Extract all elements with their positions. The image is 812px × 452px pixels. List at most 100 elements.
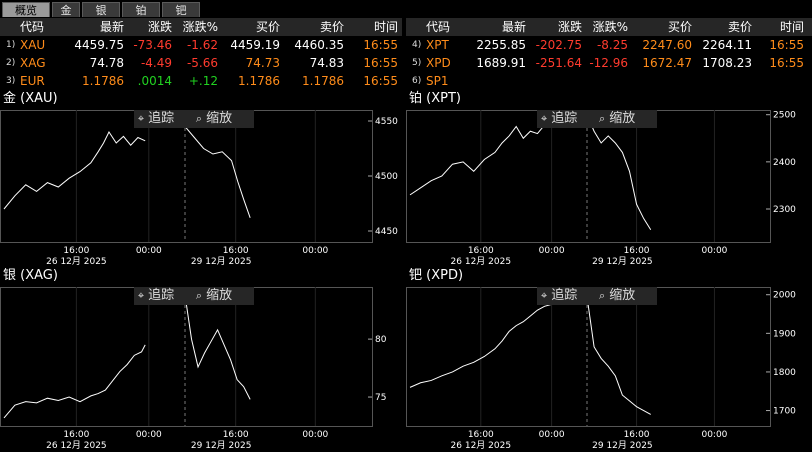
x-date-label: 29 12月 2025: [592, 256, 653, 267]
chart-panel-platinum[interactable]: 2500 2400 2300 16:00 00:00 16:00 00:00 26 12月 2…: [406, 108, 812, 268]
header-last[interactable]: 最新: [99, 20, 124, 34]
table-row[interactable]: 3) EUR 1.1786 .0014 +.12 1.1786 1.1786 16:55: [0, 72, 402, 90]
row-change-pct: -5.66: [186, 56, 218, 70]
x-tick-label: 00:00: [302, 246, 328, 256]
chart-toolbar: ⌖ 追踪 ⌕ 缩放: [133, 287, 254, 305]
magnifier-icon: ⌕: [195, 112, 203, 125]
quote-table-right: 代码 最新 涨跌 涨跌% 买价 卖价 时间 4) XPT 2255.85 -202.7…: [406, 18, 812, 90]
row-ask: 1.1786: [302, 74, 344, 88]
magnifier-icon: ⌕: [599, 112, 606, 125]
row-time: 16:55: [769, 56, 804, 70]
chart-title-palladium: 钯 (XPD): [409, 268, 464, 283]
row-change-pct: -1.62: [186, 38, 218, 52]
track-label: 追踪: [551, 111, 578, 126]
plot-frame: [406, 110, 771, 243]
row-bid: 1.1786: [238, 74, 280, 88]
header-code[interactable]: 代码: [426, 20, 451, 34]
tab-silver[interactable]: 银: [82, 2, 120, 17]
header-code[interactable]: 代码: [20, 20, 45, 34]
price-series-segment: [409, 121, 552, 196]
price-series-segment: [184, 126, 251, 218]
row-last: 74.78: [89, 56, 124, 70]
row-change-pct: [582, 72, 628, 90]
zoom-button[interactable]: ⌕ 缩放: [599, 287, 635, 305]
row-last: [472, 72, 526, 90]
header-ask[interactable]: 卖价: [727, 20, 752, 34]
row-symbol: XPD: [426, 56, 451, 70]
table-row[interactable]: 1) XAU 4459.75 -73.46 -1.62 4459.19 4460.35 16:…: [0, 36, 402, 54]
row-bid: 74.73: [245, 56, 280, 70]
price-series-segment: [409, 303, 552, 388]
zoom-button[interactable]: ⌕ 缩放: [196, 287, 232, 305]
zoom-button[interactable]: ⌕ 缩放: [196, 110, 232, 128]
table-row[interactable]: 6) SP1: [406, 72, 812, 90]
row-index: 5): [412, 58, 422, 68]
zoom-label: 缩放: [206, 288, 233, 303]
header-change[interactable]: 涨跌: [557, 20, 582, 34]
header-change-pct[interactable]: 涨跌%: [592, 20, 628, 34]
price-series-segment: [586, 296, 651, 415]
tab-gold[interactable]: 金: [52, 2, 80, 17]
zoom-label: 缩放: [609, 288, 636, 303]
header-bid[interactable]: 买价: [255, 20, 280, 34]
track-button[interactable]: ⌖ 追踪: [541, 287, 577, 305]
price-series-segment: [3, 344, 146, 419]
header-bid[interactable]: 买价: [667, 20, 692, 34]
tab-overview[interactable]: 概览: [2, 2, 50, 17]
track-button[interactable]: ⌖ 追踪: [138, 287, 174, 305]
y-tick-label: 4500: [375, 172, 398, 182]
y-tick-label: 2300: [773, 205, 796, 215]
crosshair-icon: ⌖: [541, 112, 548, 125]
crosshair-icon: ⌖: [137, 289, 145, 302]
row-symbol: XPT: [426, 38, 449, 52]
y-tick-label: 4550: [375, 117, 398, 127]
table-row[interactable]: 2) XAG 74.78 -4.49 -5.66 74.73 74.83 16:55: [0, 54, 402, 72]
table-row[interactable]: 4) XPT 2255.85 -202.75 -8.25 2247.60 2264.11 16…: [406, 36, 812, 54]
zoom-button[interactable]: ⌕ 缩放: [599, 110, 635, 128]
header-last[interactable]: 最新: [501, 20, 526, 34]
row-ask: [696, 72, 752, 90]
tab-palladium[interactable]: 钯: [162, 2, 200, 17]
row-change-pct: +.12: [188, 74, 218, 88]
row-last: 2255.85: [476, 38, 526, 52]
row-last: 1.1786: [82, 74, 124, 88]
header-change-pct[interactable]: 涨跌%: [182, 20, 218, 34]
chart-title-platinum: 铂 (XPT): [409, 91, 461, 106]
row-ask: 2264.11: [702, 38, 752, 52]
table-row[interactable]: 5) XPD 1689.91 -251.64 -12.96 1672.47 1708.23 1…: [406, 54, 812, 72]
x-date-label: 29 12月 2025: [191, 256, 252, 267]
chart-toolbar: ⌖ 追踪 ⌕ 缩放: [537, 110, 658, 128]
header-change[interactable]: 涨跌: [147, 20, 172, 34]
tab-bar: 概览 金 银 铂 钯: [0, 0, 812, 18]
x-tick-label: 00:00: [539, 430, 565, 440]
chart-title-gold: 金 (XAU): [3, 91, 58, 106]
header-ask[interactable]: 卖价: [319, 20, 344, 34]
chart-svg-platinum: 2500 2400 2300 16:00 00:00 16:00 00:00 26 12月 2…: [406, 110, 796, 267]
tab-platinum[interactable]: 铂: [122, 2, 160, 17]
row-index: 4): [412, 40, 422, 50]
row-time: 16:55: [363, 38, 398, 52]
row-time: 16:55: [363, 74, 398, 88]
table-header: 代码 最新 涨跌 涨跌% 买价 卖价 时间: [406, 18, 812, 36]
table-header: 代码 最新 涨跌 涨跌% 买价 卖价 时间: [0, 18, 402, 36]
row-index: 1): [6, 40, 16, 50]
price-series-segment: [586, 114, 652, 231]
y-tick-label: 75: [375, 393, 386, 403]
header-time[interactable]: 时间: [779, 20, 804, 34]
chart-panel-silver[interactable]: 80 75 16:00 00:00 16:00 00:00 26 12月 2025 29 12…: [0, 285, 402, 452]
y-tick-label: 4450: [375, 227, 398, 237]
row-index: 6): [412, 76, 422, 86]
chart-panel-palladium[interactable]: 2000 1900 1800 1700 16:00 00:00 16:00 00:00 26 1…: [406, 285, 812, 452]
header-time[interactable]: 时间: [373, 20, 398, 34]
quote-table-left: 代码 最新 涨跌 涨跌% 买价 卖价 时间 1) XAU 4459.75 -73.46…: [0, 18, 402, 90]
row-change: [530, 72, 582, 90]
x-tick-label: 16:00: [223, 430, 249, 440]
y-tick-label: 1700: [773, 407, 796, 417]
track-button[interactable]: ⌖ 追踪: [541, 110, 577, 128]
chart-panel-gold[interactable]: 4550 4500 4450 16:00 00:00 16:00 00:00 26 12月 2…: [0, 108, 402, 268]
x-date-label: 26 12月 2025: [46, 256, 107, 267]
track-button[interactable]: ⌖ 追踪: [138, 110, 174, 128]
chart-svg-palladium: 2000 1900 1800 1700 16:00 00:00 16:00 00:00 26 1…: [406, 287, 796, 451]
x-tick-label: 00:00: [701, 246, 727, 256]
zoom-label: 缩放: [206, 111, 233, 126]
